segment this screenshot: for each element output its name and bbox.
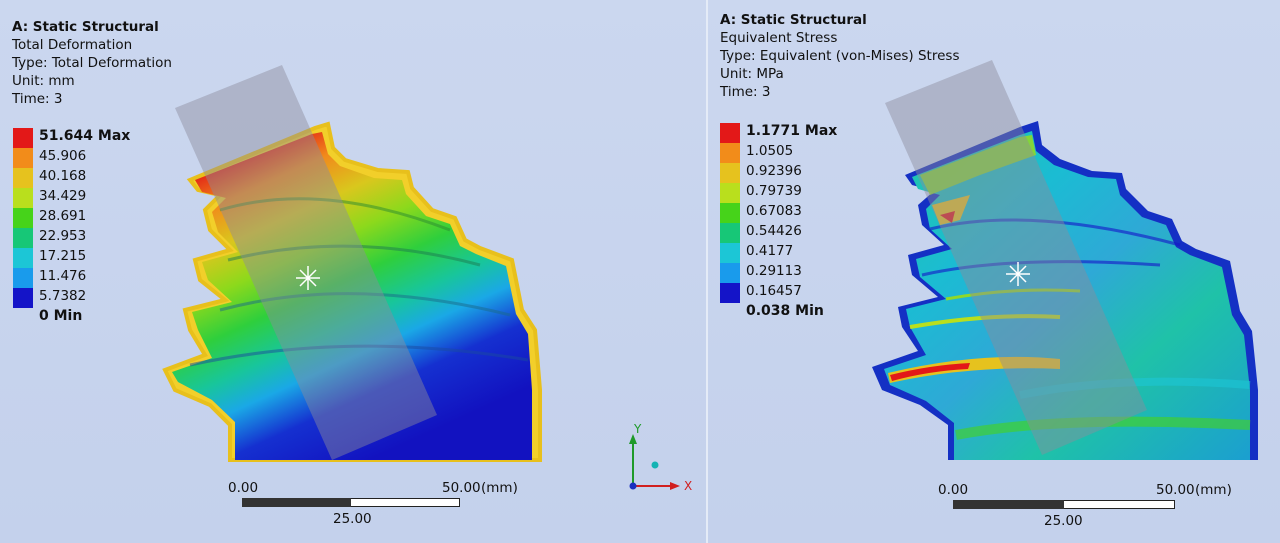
legend-min: 0.038 Min	[746, 303, 824, 319]
legend-value: 0.67083	[746, 203, 802, 219]
y-axis-label: Y	[633, 422, 642, 436]
scale-mid: 25.00	[1044, 513, 1083, 529]
result-time: Time: 3	[12, 91, 63, 107]
legend-max: 1.1771 Max	[746, 123, 838, 139]
result-info-left: A: Static Structural Total Deformation T…	[12, 18, 172, 108]
stress-contour-model[interactable]	[860, 55, 1265, 465]
center-marker-icon	[296, 266, 320, 290]
result-unit: Unit: MPa	[720, 66, 784, 82]
scale-start: 0.00	[938, 482, 969, 498]
result-type: Type: Equivalent (von-Mises) Stress	[720, 48, 960, 64]
legend-value: 0.54426	[746, 223, 802, 239]
legend-value: 45.906	[39, 148, 87, 164]
legend-min: 0 Min	[39, 308, 83, 324]
scale-end: 50.00	[1156, 482, 1195, 498]
scale-unit: (mm)	[481, 480, 518, 496]
scale-start: 0.00	[228, 480, 259, 496]
result-name: Equivalent Stress	[720, 30, 838, 46]
scale-end: 50.00	[442, 480, 481, 496]
deformation-contour-model[interactable]	[150, 60, 550, 465]
result-unit: Unit: mm	[12, 73, 75, 89]
legend-value: 1.0505	[746, 143, 794, 159]
legend-value: 0.92396	[746, 163, 802, 179]
analysis-title: A: Static Structural	[720, 12, 867, 28]
legend-value: 28.691	[39, 208, 87, 224]
color-legend-right[interactable]: 1.1771 Max 1.0505 0.92396 0.79739 0.6708…	[720, 123, 860, 323]
analysis-title: A: Static Structural	[12, 19, 159, 35]
legend-value: 0.29113	[746, 263, 802, 279]
legend-value: 40.168	[39, 168, 87, 184]
symmetry-plane	[175, 65, 437, 460]
result-time: Time: 3	[720, 84, 771, 100]
legend-value: 0.79739	[746, 183, 802, 199]
legend-value: 0.4177	[746, 243, 794, 259]
coordinate-triad[interactable]: Y X	[620, 420, 700, 495]
legend-value: 22.953	[39, 228, 87, 244]
result-type: Type: Total Deformation	[12, 55, 172, 71]
scale-bar-left: 0.00 50.00 (mm) 25.00	[228, 478, 558, 528]
legend-value: 17.215	[39, 248, 87, 264]
legend-value: 34.429	[39, 188, 87, 204]
x-axis-label: X	[684, 479, 692, 493]
scale-bar-right: 0.00 50.00 (mm) 25.00	[938, 478, 1268, 529]
symmetry-plane	[885, 60, 1147, 455]
legend-value: 0.16457	[746, 283, 802, 299]
scale-unit: (mm)	[1195, 482, 1232, 498]
legend-value: 5.7382	[39, 288, 87, 304]
center-marker-icon	[1006, 262, 1030, 286]
viewport-divider	[706, 0, 708, 543]
legend-value: 11.476	[39, 268, 87, 284]
result-info-right: A: Static Structural Equivalent Stress T…	[720, 11, 959, 101]
scale-mid: 25.00	[333, 511, 372, 527]
legend-max: 51.644 Max	[39, 128, 131, 144]
color-legend-left[interactable]: 51.644 Max 45.906 40.168 34.429 28.691 2…	[13, 128, 143, 328]
result-name: Total Deformation	[12, 37, 133, 53]
